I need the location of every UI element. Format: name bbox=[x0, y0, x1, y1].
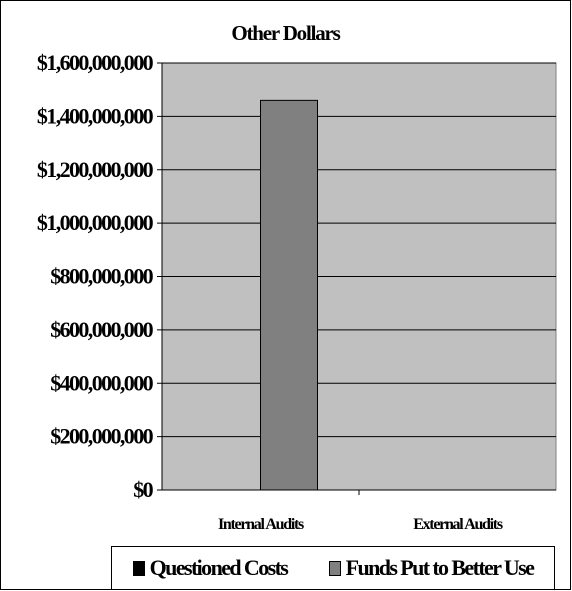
legend-label-questioned-costs: Questioned Costs bbox=[149, 555, 289, 580]
y-tick-label: $1,400,000,000 bbox=[37, 103, 154, 128]
chart-title: Other Dollars bbox=[231, 21, 340, 45]
legend-item-questioned-costs: Questioned Costs bbox=[132, 555, 289, 581]
x-tick-label: Internal Audits bbox=[218, 516, 304, 533]
legend-swatch-questioned-costs bbox=[132, 560, 145, 576]
y-tick-label: $200,000,000 bbox=[50, 424, 153, 449]
y-tick-label: $1,000,000,000 bbox=[37, 210, 154, 235]
legend-swatch-funds-put-to-better-use bbox=[328, 560, 341, 576]
legend-label-funds-put-to-better-use: Funds Put to Better Use bbox=[345, 555, 535, 580]
y-tick-label: $1,200,000,000 bbox=[37, 157, 154, 182]
bar-1-0 bbox=[260, 99, 318, 491]
y-tick-label: $400,000,000 bbox=[50, 370, 153, 395]
y-tick-label: $800,000,000 bbox=[50, 264, 153, 289]
legend-item-funds-put-to-better-use: Funds Put to Better Use bbox=[328, 555, 535, 581]
y-tick-label: $1,600,000,000 bbox=[37, 50, 154, 75]
y-tick-label: $600,000,000 bbox=[50, 317, 153, 342]
legend: Questioned Costs Funds Put to Better Use bbox=[111, 546, 555, 590]
x-tick-label: External Audits bbox=[413, 516, 503, 533]
chart-plot: $0 $200,000,000 $400,000,000 $600,000,000 $8… bbox=[37, 50, 557, 533]
y-tick-label: $0 bbox=[133, 477, 153, 502]
